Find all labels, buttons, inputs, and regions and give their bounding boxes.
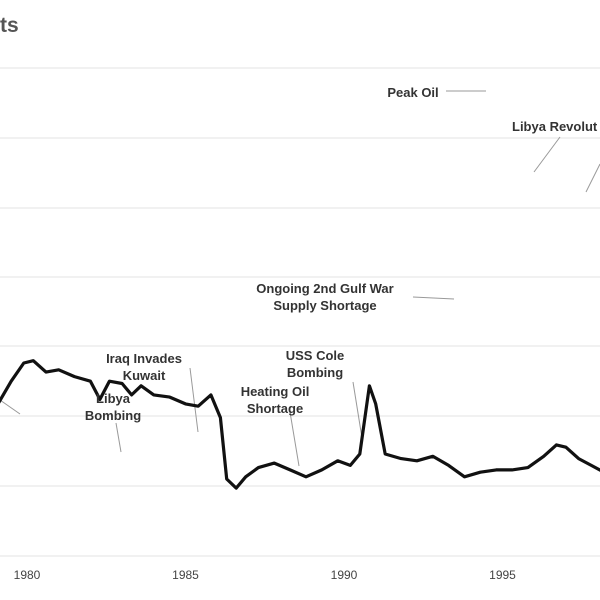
annotation-label: Heating Oil (241, 384, 310, 399)
x-tick-label: 1985 (172, 568, 199, 582)
x-tick-label: 1990 (331, 568, 358, 582)
annotation-leader (533, 136, 561, 173)
annotation-label: Libya (96, 391, 131, 406)
annotation-label: Kuwait (123, 368, 166, 383)
annotations: Peak Oil Libya Revolut Ongoing 2nd Gulf Wa… (85, 85, 598, 423)
series-line-group (0, 359, 600, 490)
x-tick-label: 1995 (489, 568, 516, 582)
x-axis-ticks: 1980198519901995200020052010201 (14, 568, 517, 582)
annotation-label: Bombing (287, 365, 343, 380)
annotation-label: Bombing (85, 408, 141, 423)
annotation-label: Supply Shortage (273, 298, 376, 313)
annotation-leader (0, 399, 21, 415)
annotation-label: Iraq Invades (106, 351, 182, 366)
series-line (0, 359, 600, 490)
chart-title: ts (0, 14, 19, 37)
annotation-leader (115, 422, 122, 453)
annotation-label: Libya Revolut (512, 119, 598, 134)
gridlines (0, 67, 600, 557)
annotation-leaders (0, 90, 600, 467)
annotation-label: Peak Oil (387, 85, 438, 100)
annotation-leader (585, 163, 600, 193)
annotation-leader (352, 381, 363, 439)
annotation-leader (189, 367, 199, 433)
annotation-label: Shortage (247, 401, 303, 416)
x-tick-label: 1980 (14, 568, 41, 582)
annotation-label: USS Cole (286, 348, 345, 363)
annotation-leader (289, 411, 300, 467)
annotation-leader (412, 296, 455, 300)
annotation-label: Ongoing 2nd Gulf War (256, 281, 393, 296)
